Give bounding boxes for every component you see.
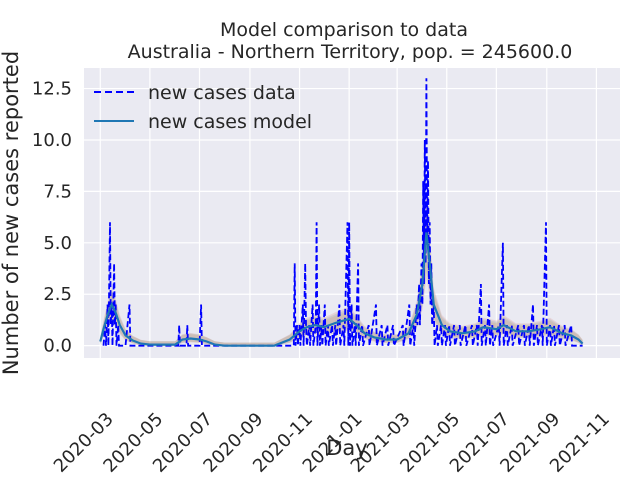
series-line-model bbox=[99, 232, 584, 347]
y-tick-label: 7.5 bbox=[43, 181, 72, 202]
chart-title-line1: Model comparison to data bbox=[220, 19, 468, 41]
model-uncertainty-band bbox=[100, 209, 583, 346]
y-axis-ticks: 0.0 2.5 5.0 7.5 10.0 12.5 bbox=[32, 79, 72, 357]
y-tick-label: 0.0 bbox=[43, 336, 72, 357]
legend-label-model: new cases model bbox=[148, 111, 312, 133]
y-tick-label: 5.0 bbox=[43, 233, 72, 254]
legend: new cases data new cases model bbox=[94, 82, 312, 133]
legend-label-data: new cases data bbox=[148, 82, 296, 104]
chart-title-line2: Australia - Northern Territory, pop. = 2… bbox=[128, 41, 573, 63]
series-layer bbox=[99, 78, 584, 347]
x-axis-label: Day bbox=[326, 436, 367, 460]
y-tick-label: 2.5 bbox=[43, 284, 72, 305]
y-axis-label: Number of new cases reported bbox=[0, 51, 23, 375]
y-tick-label: 10.0 bbox=[32, 130, 72, 151]
series-line-data bbox=[102, 78, 583, 347]
grid-lines bbox=[84, 68, 620, 358]
y-tick-label: 12.5 bbox=[32, 79, 72, 100]
